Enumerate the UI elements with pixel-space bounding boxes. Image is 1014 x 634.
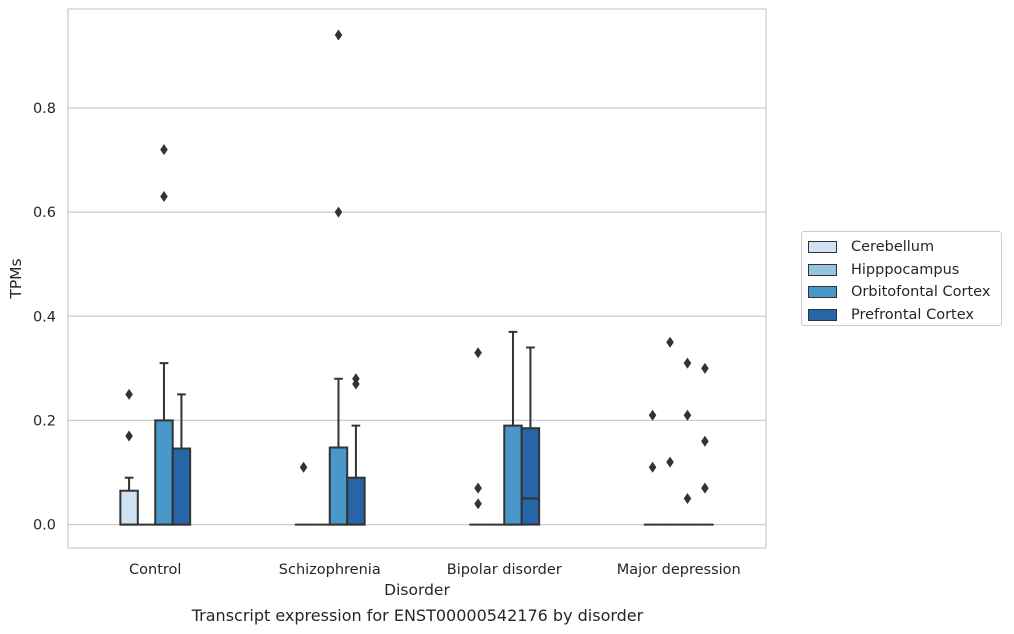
legend-label-prefrontal-cortex: Prefrontal Cortex — [851, 306, 974, 323]
legend-swatch-prefrontal-cortex — [808, 308, 837, 321]
box-cerebellum — [643, 409, 662, 526]
box-prefrontal-cortex — [346, 373, 366, 526]
box-cerebellum — [294, 461, 313, 526]
legend-swatch-orbitofrontal-cortex — [808, 286, 837, 299]
legend-item-hippocampus: Hipppocampus — [808, 259, 1001, 282]
box-orbitofontal-cortex — [503, 330, 523, 526]
outlier-point — [299, 461, 308, 473]
box-orbitofontal-cortex — [154, 144, 174, 526]
outlier-point — [474, 498, 482, 510]
legend-label-hippocampus: Hipppocampus — [851, 261, 960, 278]
y-tick-label: 0.6 — [33, 205, 56, 221]
y-tick-label: 0.4 — [33, 309, 56, 325]
outlier-point — [125, 430, 133, 442]
outlier-point — [474, 347, 482, 359]
y-tick-label: 0.0 — [33, 518, 56, 534]
outlier-point — [701, 482, 709, 494]
legend-label-orbitofrontal-cortex: Orbitofontal Cortex — [851, 284, 991, 301]
box-iqr — [346, 476, 366, 526]
outlier-point — [701, 435, 709, 447]
x-tick-labels: Control Schizophrenia Bipolar disorder Majo… — [129, 562, 741, 578]
y-tick-labels: 0.0 0.2 0.4 0.6 0.8 — [33, 101, 56, 534]
outlier-point — [683, 409, 692, 421]
outlier-point — [648, 461, 657, 473]
box-iqr — [503, 424, 523, 526]
outlier-point — [334, 29, 343, 41]
outlier-point — [701, 362, 709, 374]
y-tick-label: 0.8 — [33, 101, 56, 117]
outlier-point — [160, 190, 168, 202]
outlier-point — [648, 409, 657, 421]
plot-frame — [67, 8, 767, 549]
y-axis-label: TPMs — [7, 258, 25, 299]
box-hipppocampus — [661, 336, 679, 526]
box-iqr — [520, 427, 541, 526]
boxes — [119, 29, 714, 526]
outlier-point — [683, 357, 692, 369]
x-axis-label: Disorder — [384, 581, 450, 599]
x-tick-label: Bipolar disorder — [447, 562, 562, 578]
legend-label-cerebellum: Cerebellum — [851, 239, 935, 256]
legend-swatch-cerebellum — [808, 241, 837, 254]
box-iqr — [171, 447, 192, 526]
outlier-point — [334, 206, 343, 218]
x-tick-label: Schizophrenia — [279, 562, 381, 578]
outlier-point — [125, 388, 133, 400]
box-cerebellum — [119, 388, 139, 526]
legend-item-orbitofrontal-cortex: Orbitofontal Cortex — [808, 281, 1001, 304]
box-iqr — [154, 419, 174, 526]
outlier-point — [160, 144, 168, 156]
x-tick-label: Major depression — [617, 562, 741, 578]
legend-item-cerebellum: Cerebellum — [808, 236, 1001, 259]
box-orbitofontal-cortex — [328, 29, 349, 526]
x-tick-label: Control — [129, 562, 181, 578]
outlier-point — [352, 373, 360, 385]
box-prefrontal-cortex — [171, 393, 192, 526]
outlier-point — [474, 482, 482, 494]
outlier-point — [666, 456, 674, 468]
legend-item-prefrontal-cortex: Prefrontal Cortex — [808, 304, 1001, 327]
box-cerebellum — [469, 347, 487, 526]
outlier-point — [666, 336, 674, 348]
legend: Cerebellum Hipppocampus Orbitofontal Cor… — [801, 231, 1002, 326]
figure-caption: Transcript expression for ENST0000054217… — [191, 606, 644, 625]
box-prefrontal-cortex — [696, 362, 714, 526]
outlier-point — [683, 493, 692, 505]
box-prefrontal-cortex — [520, 346, 541, 526]
box-iqr — [328, 446, 349, 526]
box-orbitofontal-cortex — [678, 357, 697, 526]
y-tick-label: 0.2 — [33, 413, 56, 429]
legend-swatch-hippocampus — [808, 263, 837, 276]
box-iqr — [119, 489, 139, 526]
